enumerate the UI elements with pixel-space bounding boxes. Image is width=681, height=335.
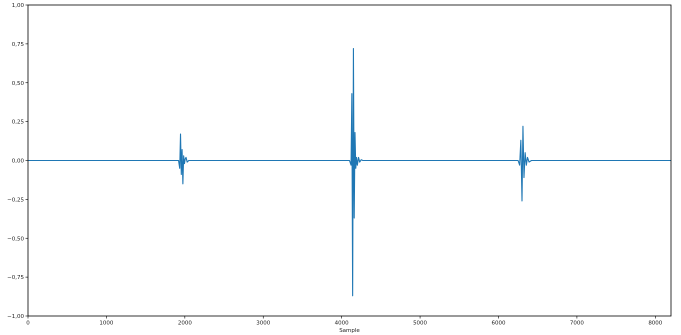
y-tick-label: −0,25 bbox=[7, 197, 24, 203]
y-tick-label: −0,75 bbox=[7, 275, 24, 281]
x-tick-label: 5000 bbox=[413, 321, 427, 327]
x-tick-label: 3000 bbox=[256, 321, 270, 327]
plot-area bbox=[28, 47, 671, 297]
y-axis: 1,00 0,75 0,50 0,25 0,00 −0,25 −0,50 −0,75 −1,00 bbox=[7, 3, 28, 320]
x-tick-label: 0 bbox=[26, 321, 30, 327]
y-tick-label: 0,50 bbox=[12, 81, 25, 87]
y-tick-label: 1,00 bbox=[12, 3, 25, 9]
x-tick-label: 1000 bbox=[99, 321, 113, 327]
x-tick-label: 6000 bbox=[491, 321, 505, 327]
x-tick-label: 2000 bbox=[178, 321, 192, 327]
series-line bbox=[28, 47, 671, 297]
x-axis: 0 1000 2000 3000 4000 5000 6000 7000 8000 bbox=[26, 316, 663, 327]
x-tick-label: 8000 bbox=[648, 321, 662, 327]
x-axis-title: Sample bbox=[339, 328, 360, 334]
y-tick-label: 0,00 bbox=[12, 159, 25, 165]
y-tick-label: −1,00 bbox=[7, 314, 24, 320]
y-tick-label: −0,50 bbox=[7, 236, 24, 242]
plot-frame bbox=[27, 4, 672, 317]
x-tick-label: 4000 bbox=[335, 321, 349, 327]
x-tick-label: 7000 bbox=[570, 321, 584, 327]
y-tick-label: 0,25 bbox=[12, 120, 25, 126]
y-tick-label: 0,75 bbox=[12, 42, 25, 48]
